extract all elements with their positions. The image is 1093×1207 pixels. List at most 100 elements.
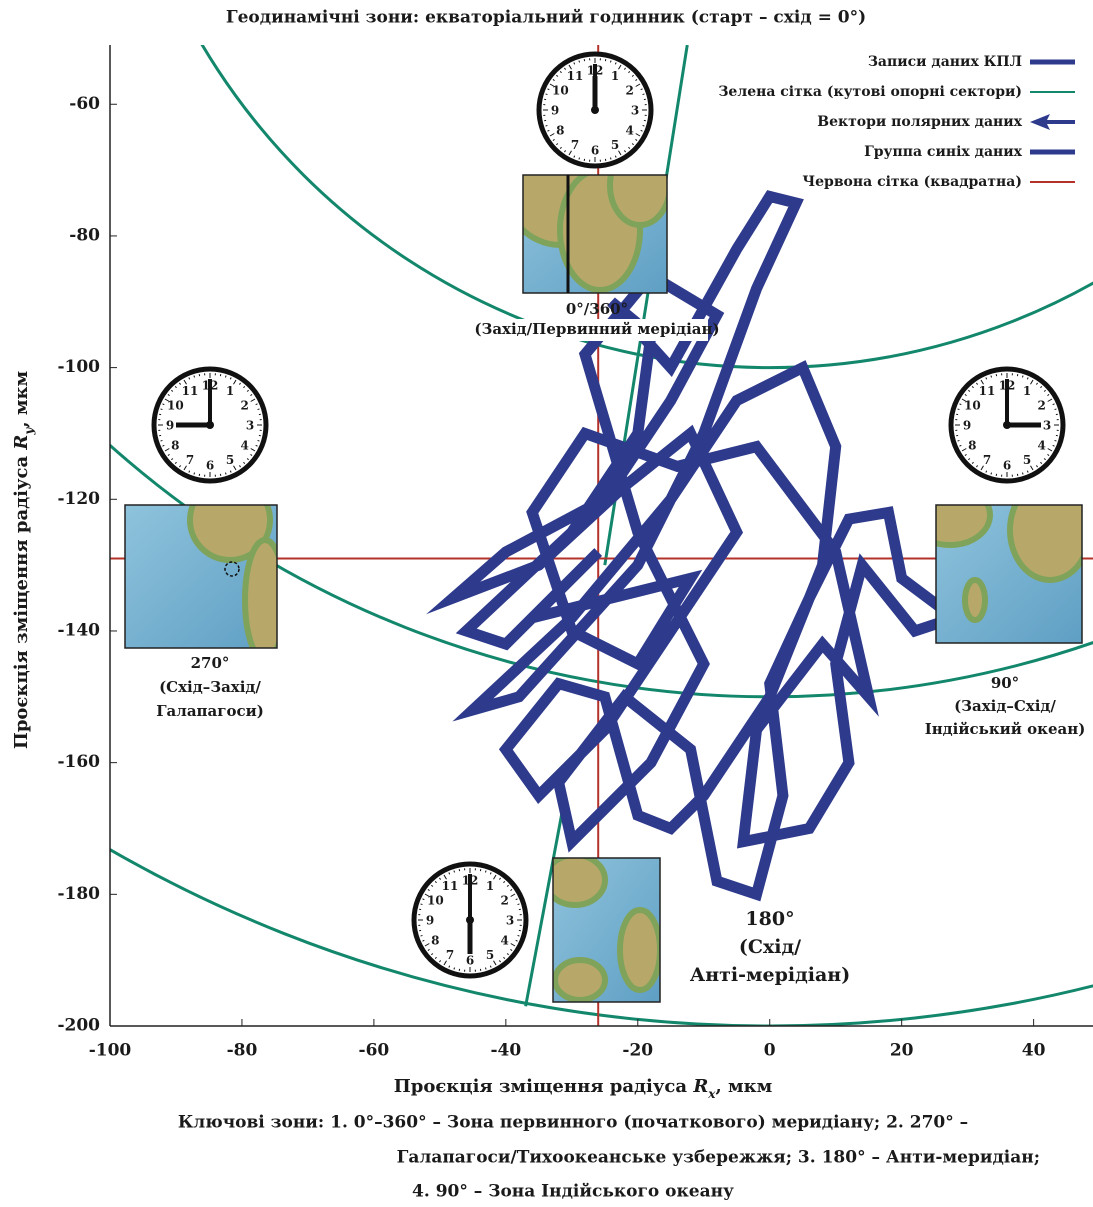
axis-label-text: Проєкція зміщення радіуса [11, 450, 32, 750]
clock-numeral: 11 [567, 69, 584, 83]
y-tick-label: -200 [57, 1016, 100, 1036]
clock-numeral: 4 [1037, 439, 1045, 453]
ylabel-label: Проєкція зміщення радіуса Ry, мкм [11, 370, 36, 749]
zone-label: 90° [991, 674, 1019, 692]
clock-numeral: 4 [500, 934, 508, 948]
clock-tick [643, 94, 645, 95]
clock-tick [485, 871, 486, 873]
clock: 121234567891011 [414, 864, 526, 976]
clock-numeral: 7 [186, 453, 194, 467]
clock-tick [258, 440, 260, 441]
clock-tick [161, 409, 163, 410]
land [555, 960, 605, 1000]
land [965, 580, 985, 620]
clock-center [591, 106, 599, 114]
clock-tick [194, 473, 195, 475]
clock-numeral: 4 [625, 124, 633, 138]
y-tick-label: -180 [57, 884, 100, 904]
caption-line: Галапагоси/Тихоокеанське узбережжя; 3. 1… [397, 1148, 1040, 1168]
x-tick-label: 40 [1022, 1041, 1046, 1061]
clock-tick [991, 473, 992, 475]
clock-numeral: 11 [979, 384, 996, 398]
legend-label: Записи даних КПЛ [868, 54, 1022, 70]
zone-label: 270° [191, 654, 230, 672]
clock-tick [546, 94, 548, 95]
clock-tick [610, 61, 611, 63]
y-tick-label: -120 [57, 489, 100, 509]
legend-label: Группа синіх даних [864, 144, 1023, 160]
clock-center [1003, 421, 1011, 429]
axis-label-text: Проєкція зміщення радіуса [394, 1076, 694, 1097]
clock-numeral: 2 [1037, 399, 1045, 413]
clock-numeral: 5 [611, 138, 619, 152]
clock-numeral: 3 [631, 104, 639, 118]
clock-numeral: 1 [226, 384, 234, 398]
clock-tick [518, 935, 520, 936]
clock-numeral: 5 [226, 453, 234, 467]
clock-tick [546, 125, 548, 126]
x-tick-label: -40 [490, 1041, 521, 1061]
clock-numeral: 5 [1023, 453, 1031, 467]
caption-line: 4. 90° – Зона Індійського океану [412, 1182, 734, 1202]
clock-tick [579, 158, 580, 160]
zone-label: (Захід–Схід/ [954, 697, 1056, 715]
land [545, 855, 605, 905]
clock-numeral: 3 [246, 419, 254, 433]
clock-tick [225, 376, 226, 378]
clock-numeral: 1 [611, 69, 619, 83]
clock-tick [454, 871, 455, 873]
x-tick-label: -60 [359, 1041, 390, 1061]
clock-tick [1022, 376, 1023, 378]
zone-label: Індійський океан) [925, 720, 1086, 738]
clock-numeral: 9 [963, 419, 971, 433]
clock-tick [194, 376, 195, 378]
clock-numeral: 3 [506, 914, 514, 928]
clock-numeral: 8 [968, 439, 976, 453]
clock-tick [225, 473, 226, 475]
map-inset [125, 480, 285, 660]
clock-numeral: 8 [171, 439, 179, 453]
clock-tick [161, 440, 163, 441]
zone-label: Анті-мерідіан) [690, 964, 850, 986]
data-line [453, 196, 954, 894]
clock-tick [579, 61, 580, 63]
clock-numeral: 2 [625, 84, 633, 98]
clock-numeral: 11 [182, 384, 199, 398]
clock-tick [958, 409, 960, 410]
clock-numeral: 7 [446, 948, 454, 962]
clock-tick [518, 904, 520, 905]
legend-label: Вектори полярних даних [817, 114, 1022, 130]
y-tick-label: -140 [57, 620, 100, 640]
clock-numeral: 2 [500, 894, 508, 908]
axis-label-unit: , мкм [715, 1076, 772, 1097]
clock-tick [1055, 440, 1057, 441]
clock-numeral: 10 [167, 399, 184, 413]
caption-line: Ключові зони: 1. 0°–360° – Зона первинно… [178, 1113, 968, 1133]
clock-tick [1055, 409, 1057, 410]
map-inset [910, 480, 1090, 643]
clock-numeral: 4 [240, 439, 248, 453]
zone-label: (Захід/Первинний мерідіан) [474, 320, 719, 338]
clock: 121234567891011 [951, 369, 1063, 481]
y-tick-label: -60 [69, 94, 100, 114]
chart: Геодинамічні зони: екваторіальний годинн… [0, 0, 1093, 1207]
y-tick-label: -160 [57, 752, 100, 772]
clock: 121234567891011 [154, 369, 266, 481]
clock-tick [1022, 473, 1023, 475]
legend-label: Червона сітка (квадратна) [802, 174, 1022, 190]
x-tick-label: -100 [89, 1041, 132, 1061]
clock-numeral: 9 [166, 419, 174, 433]
map-inset [545, 855, 660, 1002]
clock-tick [454, 968, 455, 970]
axis-label-symbol: R [11, 435, 32, 451]
clock-numeral: 6 [206, 459, 214, 473]
clock-numeral: 6 [591, 144, 599, 158]
clock-tick [991, 376, 992, 378]
clock-numeral: 6 [466, 954, 474, 968]
land [620, 910, 660, 990]
clock-tick [610, 158, 611, 160]
clock-tick [421, 904, 423, 905]
x-tick-label: -20 [622, 1041, 653, 1061]
clock-tick [485, 968, 486, 970]
land [910, 485, 990, 545]
